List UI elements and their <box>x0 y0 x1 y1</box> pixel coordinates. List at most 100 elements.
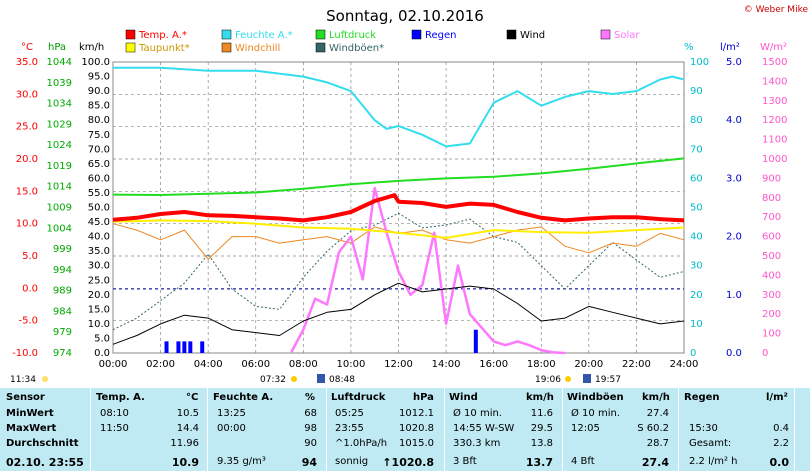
statistics-table: Sensor Temp. A. °C Feuchte A. % Luftdruc… <box>0 388 810 471</box>
y-tick-solar_ticks: 500 <box>762 251 781 262</box>
solar-unit-label: W/m² <box>760 42 787 53</box>
stats-cell-temp-t: 08:10 <box>100 408 129 419</box>
legend-label: Feuchte A.* <box>235 30 293 41</box>
y-tick-kmh_ticks: 80.0 <box>88 115 110 126</box>
legend-label: Temp. A.* <box>138 30 187 41</box>
series-line-taupunkt <box>112 219 685 239</box>
x-axis-ticks: 00:00 02:00 04:00 06:00 08:00 10:00 12:00 14:00… <box>99 359 699 370</box>
stats-cell-press-v: ↑1020.8 <box>382 456 434 469</box>
y-tick-kmh_ticks: 15.0 <box>88 304 110 315</box>
y-tick-solar_ticks: 800 <box>762 193 781 204</box>
stats-cell-rain-t: Gesamt: <box>689 438 732 449</box>
chart-title: Sonntag, 02.10.2016 <box>326 7 484 25</box>
rain-bar <box>200 341 205 353</box>
stats-header-temp-unit: °C <box>186 392 199 403</box>
legend-swatch <box>506 29 517 40</box>
stats-cell-rain-t: 2.2 l/m² h <box>689 456 738 467</box>
stats-cell-press-v: 1020.8 <box>399 423 434 434</box>
y-tick-rain_ticks: 1.0 <box>726 290 742 301</box>
stats-cell-press-t: ^1.0hPa/h <box>335 438 388 449</box>
stats-cell-wind-v: 29.5 <box>530 423 553 434</box>
y-tick-hpa_ticks: 1019 <box>47 161 72 172</box>
stats-cell-hum-v: 94 <box>301 456 317 469</box>
stats-cell-press-v: 1015.0 <box>399 438 434 449</box>
moonrise-time: 11:34 <box>10 375 36 385</box>
x-tick-label: 18:00 <box>527 359 556 370</box>
y-tick-solar_ticks: 1400 <box>762 76 787 87</box>
stats-cell-gust-v: 28.7 <box>646 438 669 449</box>
y-tick-hpa_ticks: 974 <box>53 348 72 359</box>
x-tick-label: 24:00 <box>670 359 699 370</box>
stats-header-press: Luftdruck <box>331 392 386 403</box>
moonset-icon <box>317 374 325 383</box>
y-tick-temp_ticks: 0.0 <box>22 283 38 294</box>
sunrise-time: 07:32 <box>260 375 286 385</box>
y-tick-kmh_ticks: 75.0 <box>88 130 110 141</box>
stats-header-rain: Regen <box>684 392 720 403</box>
sunset-time: 19:06 <box>535 375 561 385</box>
y-tick-kmh_ticks: 85.0 <box>88 101 110 112</box>
y-tick-temp_ticks: 30.0 <box>16 89 38 100</box>
y-tick-rain_ticks: 3.0 <box>726 173 742 184</box>
y-tick-pct_ticks: 0 <box>690 348 696 359</box>
y-tick-temp_ticks: 20.0 <box>16 154 38 165</box>
stats-cell-hum-t: 00:00 <box>217 423 246 434</box>
stats-cell-wind-t: 14:55 W-SW <box>453 423 515 434</box>
stats-header-press-unit: hPa <box>413 392 434 403</box>
legend-swatch <box>411 29 422 40</box>
moonset-time: 08:48 <box>329 375 355 385</box>
stats-header-gust-unit: km/h <box>642 392 670 403</box>
legend-swatch <box>600 29 611 40</box>
y-tick-kmh_ticks: 70.0 <box>88 144 110 155</box>
y-tick-hpa_ticks: 1024 <box>47 140 72 151</box>
stats-cell-rain-v: 0.4 <box>773 423 789 434</box>
y-tick-rain_ticks: 2.0 <box>726 232 742 243</box>
stats-cell-wind-t: 330.3 km <box>453 438 501 449</box>
stats-header-rain-unit: l/m² <box>766 392 788 403</box>
stats-cell-label: 02.10. 23:55 <box>6 456 84 469</box>
y-tick-solar_ticks: 700 <box>762 212 781 223</box>
y-tick-pct_ticks: 10 <box>690 319 703 330</box>
y-axis-ticks: 35.0 30.0 25.0 20.0 15.0 10.0 5.0 0.0 -5.0 -10.0 1… <box>12 57 787 359</box>
series-line-luftdruck <box>112 157 685 196</box>
stats-cell-hum-v: 90 <box>304 438 317 449</box>
y-tick-temp_ticks: 15.0 <box>16 186 38 197</box>
stats-cell-temp-v: 14.4 <box>176 423 199 434</box>
y-tick-hpa_ticks: 1009 <box>47 203 72 214</box>
y-tick-temp_ticks: 25.0 <box>16 122 38 133</box>
hpa-unit-label: hPa <box>48 42 66 53</box>
y-tick-solar_ticks: 1200 <box>762 115 787 126</box>
stats-cell-temp-v: 10.9 <box>171 456 199 469</box>
y-tick-hpa_ticks: 1014 <box>47 182 72 193</box>
y-tick-kmh_ticks: 100.0 <box>81 57 110 68</box>
y-tick-hpa_ticks: 984 <box>53 306 72 317</box>
y-tick-solar_ticks: 1500 <box>762 57 787 68</box>
column-divider <box>90 388 91 471</box>
y-tick-rain_ticks: 5.0 <box>726 57 742 68</box>
x-tick-label: 12:00 <box>384 359 413 370</box>
stats-cell-gust-v: 27.4 <box>641 456 669 469</box>
column-divider <box>562 388 563 471</box>
y-tick-temp_ticks: 5.0 <box>22 251 38 262</box>
x-tick-label: 00:00 <box>99 359 128 370</box>
stats-cell-press-t: 05:25 <box>335 408 364 419</box>
y-tick-kmh_ticks: 10.0 <box>88 319 110 330</box>
legend-label: Wind <box>520 30 545 41</box>
legend-swatch <box>315 29 326 40</box>
y-tick-temp_ticks: 10.0 <box>16 219 38 230</box>
stats-cell-wind-t: 3 Bft <box>453 456 477 467</box>
rain-bar <box>164 341 169 353</box>
x-tick-label: 06:00 <box>241 359 270 370</box>
x-tick-label: 02:00 <box>146 359 175 370</box>
stats-cell-gust-t: Ø 10 min. <box>571 408 620 419</box>
y-tick-solar_ticks: 100 <box>762 329 781 340</box>
stats-cell-wind-v: 13.8 <box>530 438 553 449</box>
grid <box>113 62 684 354</box>
stats-header-temp: Temp. A. <box>96 392 145 403</box>
y-tick-hpa_ticks: 994 <box>53 265 72 276</box>
stats-cell-temp-v: 10.5 <box>176 408 199 419</box>
series-line-feuchte-a <box>113 66 685 148</box>
y-tick-temp_ticks: -5.0 <box>18 316 38 327</box>
y-tick-solar_ticks: 1100 <box>762 135 787 146</box>
y-tick-temp_ticks: -10.0 <box>12 348 38 359</box>
